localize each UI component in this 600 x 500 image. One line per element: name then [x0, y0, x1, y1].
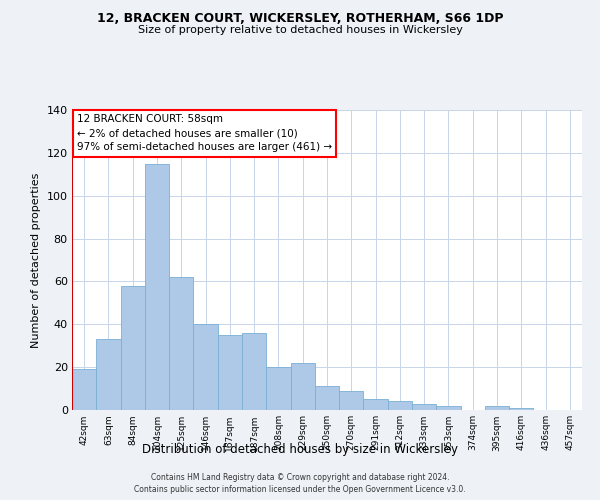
Text: Size of property relative to detached houses in Wickersley: Size of property relative to detached ho… — [137, 25, 463, 35]
Text: Contains public sector information licensed under the Open Government Licence v3: Contains public sector information licen… — [134, 485, 466, 494]
Bar — [193, 324, 218, 410]
Bar — [169, 277, 193, 410]
Text: 12, BRACKEN COURT, WICKERSLEY, ROTHERHAM, S66 1DP: 12, BRACKEN COURT, WICKERSLEY, ROTHERHAM… — [97, 12, 503, 26]
Bar — [388, 402, 412, 410]
Bar — [364, 400, 388, 410]
Bar — [509, 408, 533, 410]
Bar — [485, 406, 509, 410]
Text: 12 BRACKEN COURT: 58sqm
← 2% of detached houses are smaller (10)
97% of semi-det: 12 BRACKEN COURT: 58sqm ← 2% of detached… — [77, 114, 332, 152]
Bar — [315, 386, 339, 410]
Bar — [412, 404, 436, 410]
Y-axis label: Number of detached properties: Number of detached properties — [31, 172, 41, 348]
Bar — [145, 164, 169, 410]
Text: Distribution of detached houses by size in Wickersley: Distribution of detached houses by size … — [142, 442, 458, 456]
Bar — [121, 286, 145, 410]
Bar — [436, 406, 461, 410]
Bar — [72, 370, 96, 410]
Bar — [218, 335, 242, 410]
Bar — [290, 363, 315, 410]
Text: Contains HM Land Registry data © Crown copyright and database right 2024.: Contains HM Land Registry data © Crown c… — [151, 472, 449, 482]
Bar — [96, 340, 121, 410]
Bar — [242, 333, 266, 410]
Bar — [339, 390, 364, 410]
Bar — [266, 367, 290, 410]
